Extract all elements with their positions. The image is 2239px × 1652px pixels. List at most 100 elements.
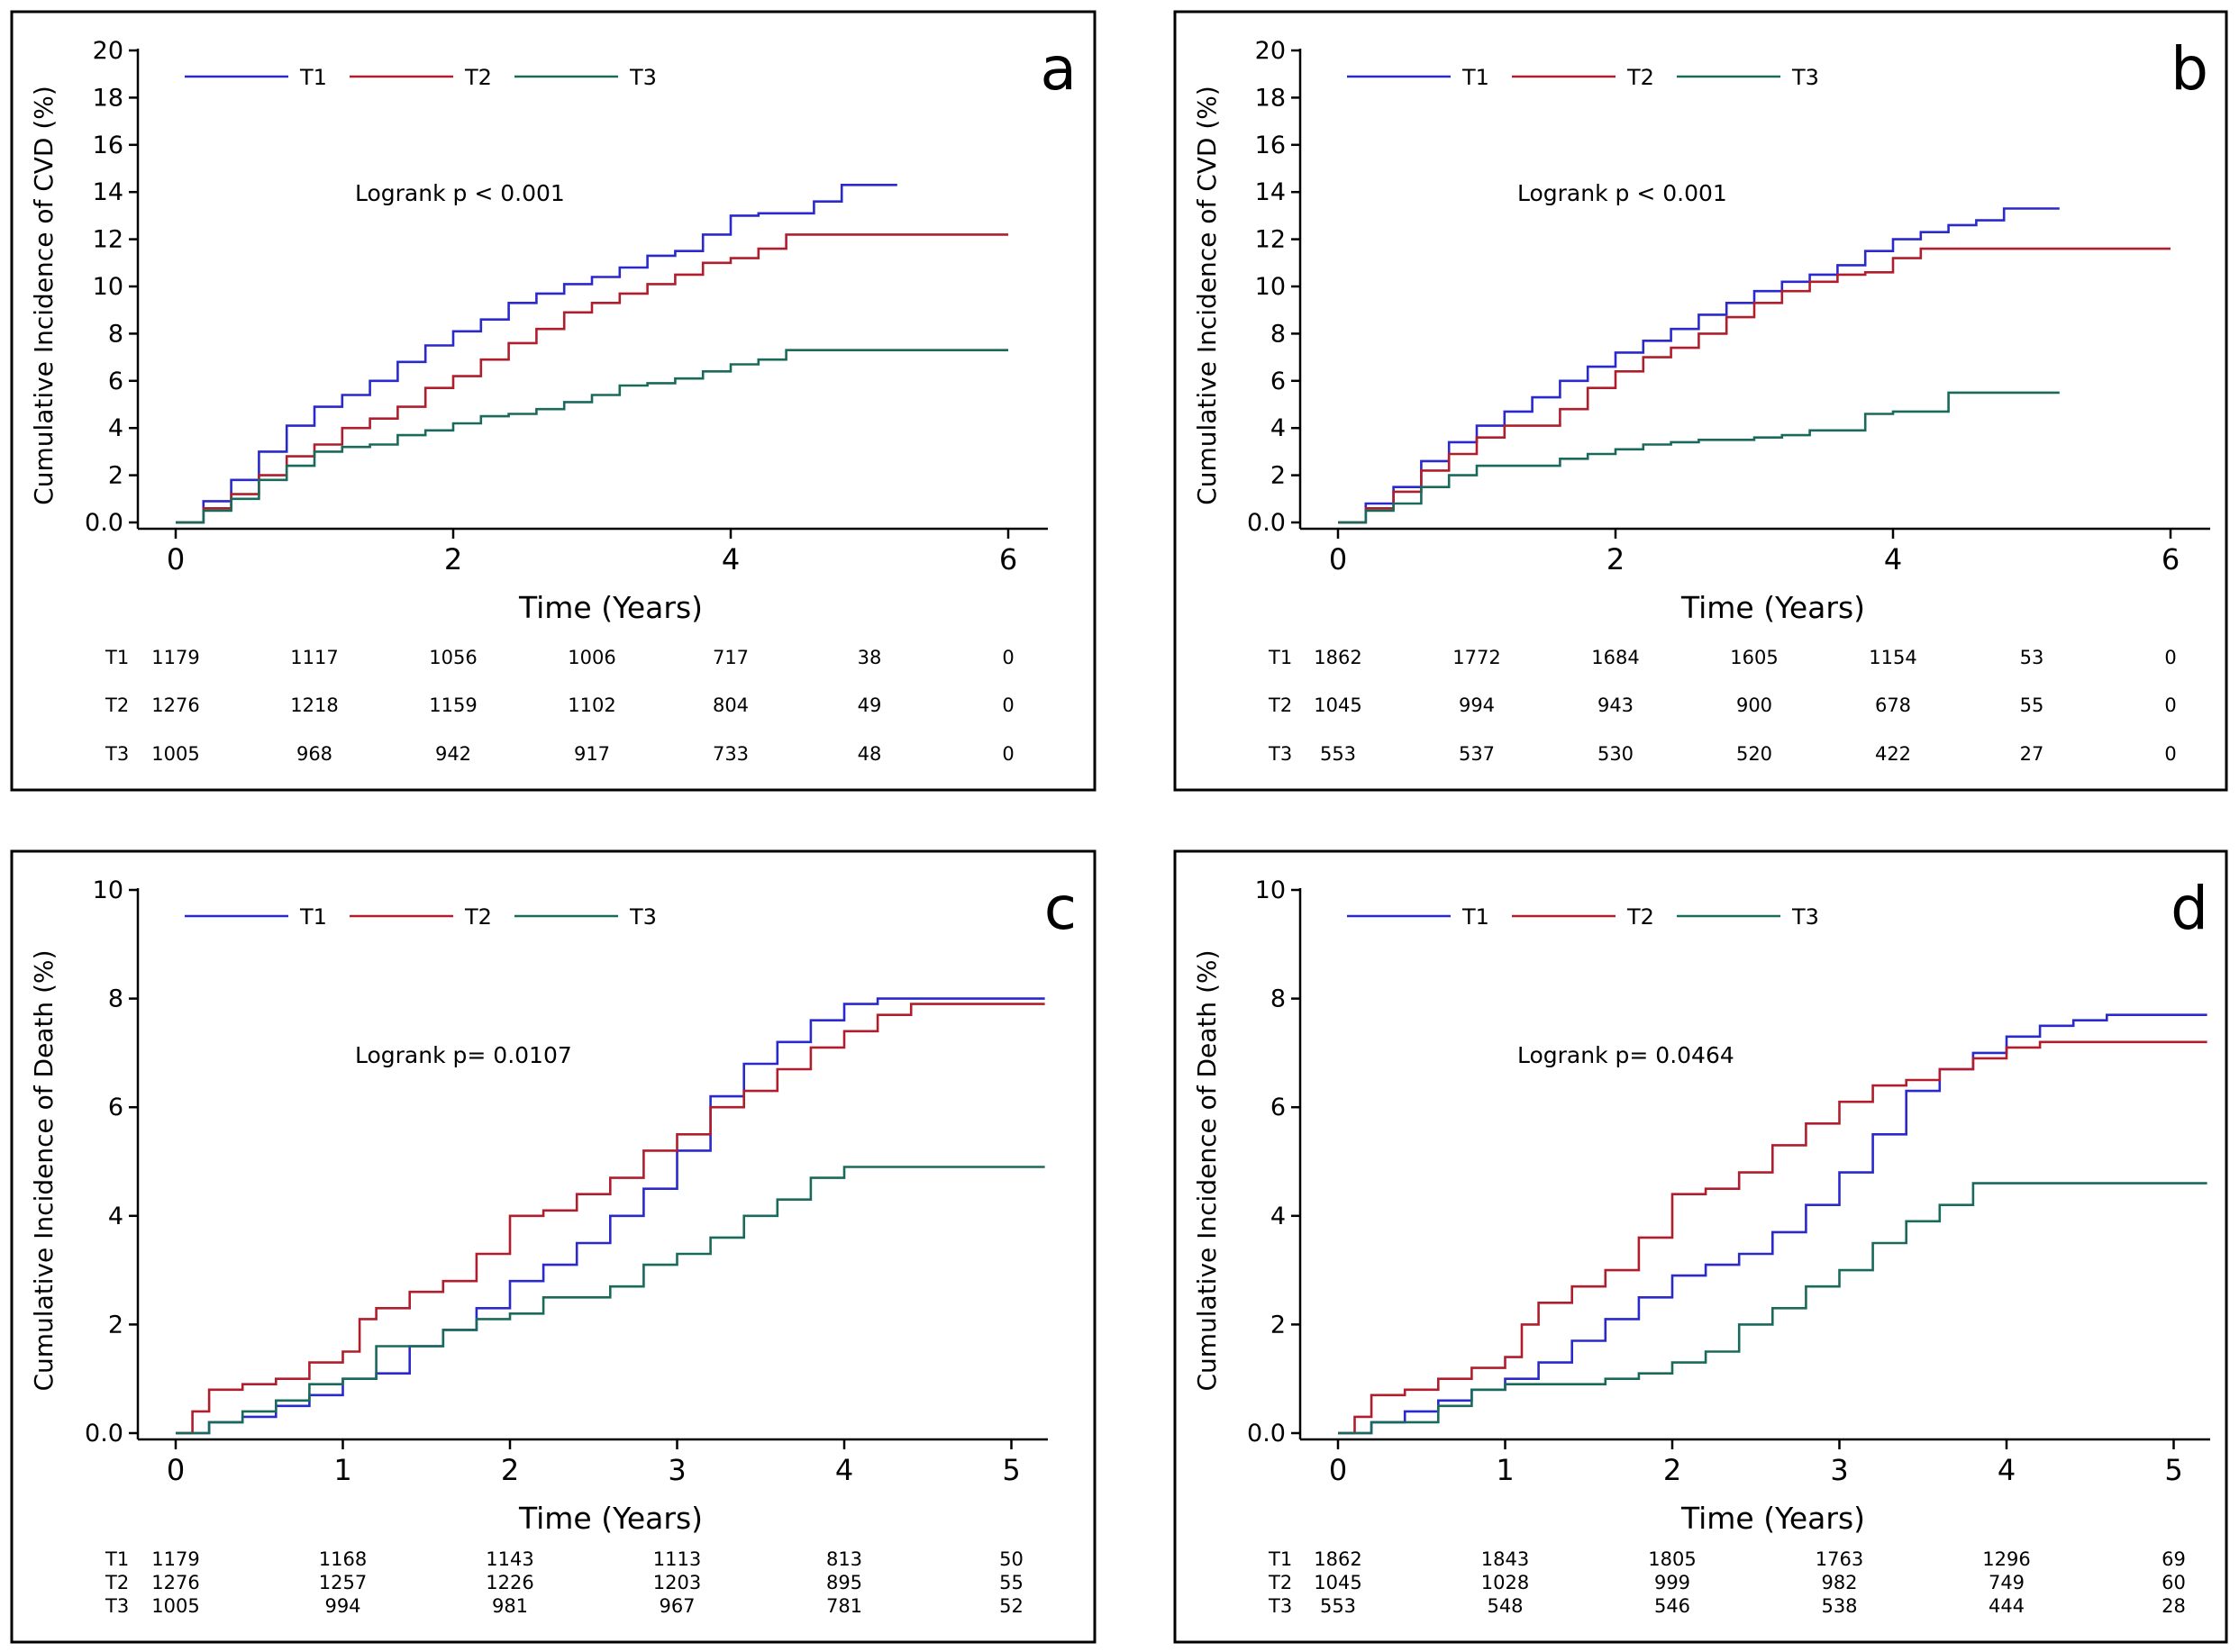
- x-tick-label: 4: [722, 542, 740, 576]
- risk-row-label-t2: T2: [105, 1572, 129, 1593]
- x-tick-label: 0: [167, 1453, 185, 1487]
- panel-letter: c: [1044, 874, 1077, 943]
- risk-value: 1684: [1591, 647, 1639, 668]
- series-t3-curve: [1338, 391, 2060, 524]
- risk-value: 1117: [290, 647, 338, 668]
- risk-value: 55: [2020, 694, 2044, 716]
- series-t3-curve: [176, 349, 1008, 524]
- legend-label-t1: T1: [299, 904, 327, 930]
- risk-value: 537: [1459, 743, 1495, 765]
- risk-value: 1159: [429, 694, 477, 716]
- risk-value: 1168: [319, 1548, 367, 1570]
- risk-value: 749: [1989, 1572, 2025, 1593]
- risk-value: 1045: [1314, 1572, 1361, 1593]
- x-tick-label: 3: [1830, 1453, 1848, 1487]
- x-axis-label: Time (Years): [1680, 590, 1865, 625]
- risk-value: 981: [492, 1595, 528, 1617]
- y-tick-label: 20: [1255, 37, 1286, 65]
- risk-value: 895: [826, 1572, 862, 1593]
- risk-value: 38: [858, 647, 882, 668]
- series-t3-curve: [1338, 1182, 2207, 1435]
- y-tick-label: 8: [108, 320, 123, 348]
- risk-value: 69: [2162, 1548, 2186, 1570]
- panel-frame: [10, 10, 1097, 792]
- x-tick-label: 4: [1998, 1453, 2016, 1487]
- series-t1-curve: [1338, 207, 2060, 524]
- x-tick-label: 2: [1663, 1453, 1681, 1487]
- x-tick-label: 6: [999, 542, 1017, 576]
- y-tick-label: 14: [1255, 178, 1286, 206]
- risk-value: 1056: [429, 647, 477, 668]
- risk-value: 49: [858, 694, 882, 716]
- logrank-annotation: Logrank p < 0.001: [1517, 180, 1727, 206]
- y-tick-label: 4: [1270, 1203, 1286, 1230]
- risk-value: 967: [659, 1595, 695, 1617]
- risk-value: 994: [324, 1595, 360, 1617]
- risk-value: 0: [1002, 694, 1014, 716]
- y-tick-label: 6: [1270, 368, 1286, 395]
- legend-label-t1: T1: [299, 65, 327, 90]
- x-tick-label: 5: [2164, 1453, 2182, 1487]
- risk-row-label-t3: T3: [1268, 1595, 1292, 1617]
- risk-value: 781: [826, 1595, 862, 1617]
- risk-value: 943: [1597, 694, 1634, 716]
- risk-row-label-t3: T3: [105, 1595, 129, 1617]
- y-tick-label: 6: [108, 1094, 123, 1121]
- y-tick-label: 6: [108, 368, 123, 395]
- panel-letter: a: [1041, 34, 1077, 104]
- y-tick-label: 2: [108, 462, 123, 490]
- risk-value: 1045: [1314, 694, 1361, 716]
- y-tick-label: 6: [1270, 1094, 1286, 1121]
- risk-value: 717: [713, 647, 749, 668]
- risk-value: 28: [2162, 1595, 2186, 1617]
- risk-value: 546: [1654, 1595, 1690, 1617]
- risk-value: 999: [1654, 1572, 1690, 1593]
- panel-a: 0.0 2 4 6 8 10 12 14 16 18 20 0 2 4 6 Time (Years) Cumul…: [10, 10, 1097, 792]
- risk-value: 1226: [486, 1572, 533, 1593]
- legend-label-t2: T2: [464, 904, 492, 930]
- risk-value: 520: [1736, 743, 1772, 765]
- legend-label-t1: T1: [1461, 904, 1489, 930]
- y-tick-label: 0.0: [85, 1420, 123, 1448]
- y-tick-label: 0.0: [1247, 1420, 1286, 1448]
- risk-value: 0: [1002, 743, 1014, 765]
- risk-value: 942: [435, 743, 471, 765]
- series-t1-curve: [176, 184, 897, 524]
- series-t2-curve: [176, 1003, 1045, 1435]
- panel-d: 0.0 2 4 6 8 10 0 1 2 3 4 5 Time (Years) Cumulative In…: [1173, 849, 2228, 1644]
- risk-value: 1862: [1314, 647, 1361, 668]
- risk-value: 52: [999, 1595, 1024, 1617]
- x-tick-label: 2: [501, 1453, 519, 1487]
- risk-value: 1605: [1730, 647, 1778, 668]
- risk-value: 1028: [1481, 1572, 1529, 1593]
- risk-value: 55: [999, 1572, 1024, 1593]
- y-tick-label: 2: [1270, 1311, 1286, 1339]
- risk-row-label-t2: T2: [105, 694, 129, 716]
- y-tick-label: 4: [108, 414, 123, 442]
- legend-label-t1: T1: [1461, 65, 1489, 90]
- panel-letter: d: [2171, 874, 2208, 943]
- risk-row-label-t3: T3: [1268, 743, 1292, 765]
- risk-value: 733: [713, 743, 749, 765]
- risk-value: 48: [858, 743, 882, 765]
- x-tick-label: 0: [1329, 1453, 1347, 1487]
- x-tick-label: 1: [1496, 1453, 1514, 1487]
- risk-value: 0: [2164, 743, 2176, 765]
- risk-value: 1763: [1816, 1548, 1863, 1570]
- logrank-annotation: Logrank p < 0.001: [355, 180, 565, 206]
- panel-frame: [1173, 10, 2228, 792]
- risk-value: 1296: [1982, 1548, 2030, 1570]
- risk-value: 968: [296, 743, 332, 765]
- risk-row-label-t3: T3: [105, 743, 129, 765]
- risk-value: 900: [1736, 694, 1772, 716]
- risk-value: 1102: [568, 694, 615, 716]
- x-tick-label: 4: [1884, 542, 1902, 576]
- y-tick-label: 14: [93, 178, 123, 206]
- y-tick-label: 12: [1255, 226, 1286, 254]
- y-tick-label: 8: [1270, 985, 1286, 1013]
- panel-frame: [1173, 849, 2228, 1644]
- risk-value: 994: [1459, 694, 1495, 716]
- x-tick-label: 6: [2162, 542, 2180, 576]
- risk-value: 1843: [1481, 1548, 1529, 1570]
